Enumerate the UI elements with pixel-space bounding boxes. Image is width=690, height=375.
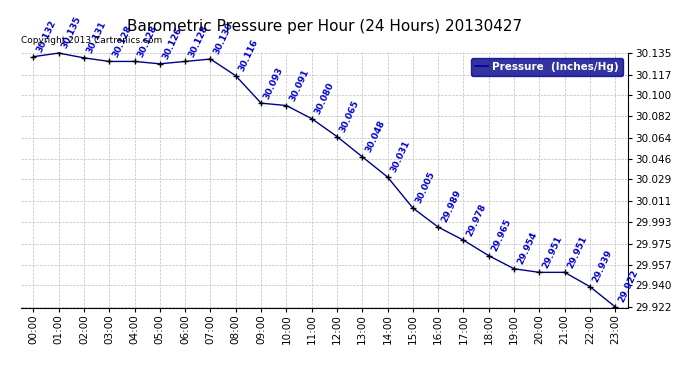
Text: 29.954: 29.954	[515, 231, 538, 266]
Text: 30.126: 30.126	[161, 26, 184, 61]
Text: 29.978: 29.978	[465, 202, 488, 237]
Text: 30.132: 30.132	[34, 19, 57, 54]
Text: Copyright 2013 Cartronics.com: Copyright 2013 Cartronics.com	[21, 36, 162, 45]
Text: 30.048: 30.048	[364, 119, 386, 154]
Text: 30.005: 30.005	[414, 170, 437, 205]
Text: 29.939: 29.939	[591, 248, 614, 284]
Text: 29.922: 29.922	[617, 269, 640, 304]
Text: 29.951: 29.951	[541, 234, 564, 270]
Text: 30.116: 30.116	[237, 38, 260, 73]
Text: 30.128: 30.128	[186, 24, 209, 58]
Text: 29.965: 29.965	[490, 217, 513, 253]
Text: 29.951: 29.951	[566, 234, 589, 270]
Text: 30.128: 30.128	[136, 24, 159, 58]
Text: 30.065: 30.065	[338, 99, 361, 134]
Text: 30.128: 30.128	[110, 24, 133, 58]
Text: 29.989: 29.989	[440, 189, 462, 224]
Text: 30.135: 30.135	[60, 15, 83, 50]
Legend: Pressure  (Inches/Hg): Pressure (Inches/Hg)	[471, 58, 622, 76]
Text: Barometric Pressure per Hour (24 Hours) 20130427: Barometric Pressure per Hour (24 Hours) …	[127, 19, 522, 34]
Text: 30.130: 30.130	[212, 21, 235, 56]
Text: 30.093: 30.093	[262, 65, 285, 100]
Text: 30.091: 30.091	[288, 68, 310, 103]
Text: 30.031: 30.031	[389, 139, 412, 174]
Text: 30.131: 30.131	[86, 20, 108, 55]
Text: 30.080: 30.080	[313, 81, 335, 116]
